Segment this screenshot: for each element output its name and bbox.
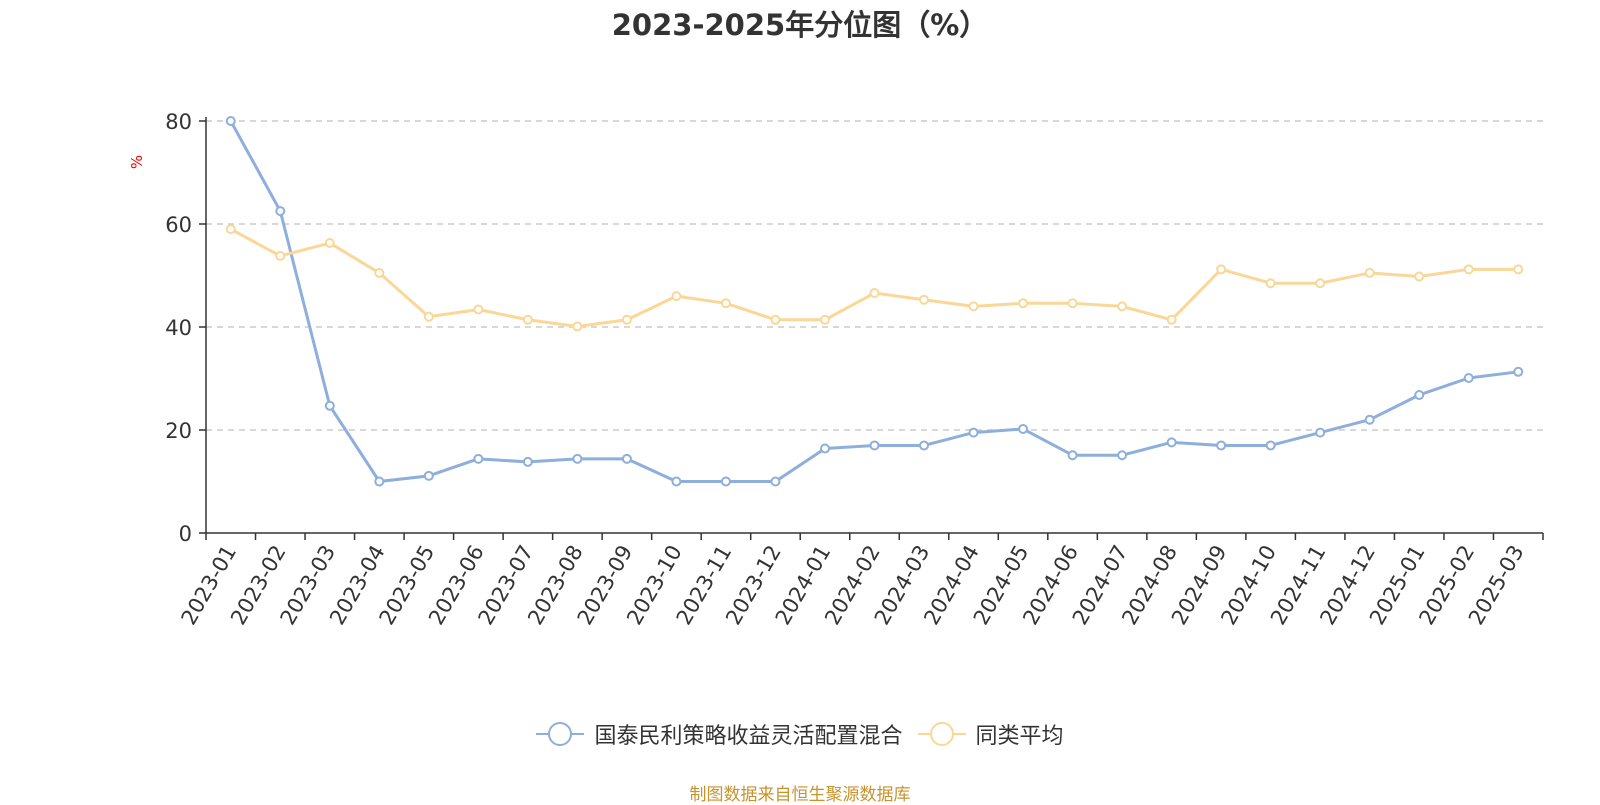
series-2-point-21[interactable] — [1265, 278, 1276, 289]
series-1-point-24[interactable] — [1414, 389, 1425, 400]
y-tick-label-1: 20 — [165, 419, 192, 443]
series-2-point-2[interactable] — [324, 238, 335, 249]
series-1-point-23[interactable] — [1364, 414, 1375, 425]
series-2-point-16[interactable] — [1018, 298, 1029, 309]
legend-label-series-1: 国泰民利策略收益灵活配置混合 — [594, 724, 903, 749]
series-1-point-26[interactable] — [1513, 366, 1524, 377]
series-2-point-17[interactable] — [1067, 298, 1078, 309]
series-1-point-18[interactable] — [1117, 450, 1128, 461]
legend: 国泰民利策略收益灵活配置混合 同类平均 — [0, 718, 1600, 750]
series-line-1 — [229, 120, 1519, 483]
series-2-point-14[interactable] — [919, 294, 930, 305]
series-1-point-8[interactable] — [621, 453, 632, 464]
series-2-point-4[interactable] — [423, 311, 434, 322]
legend-marker-series-2 — [917, 722, 966, 746]
series-2-point-12[interactable] — [819, 314, 830, 325]
series-1-point-11[interactable] — [770, 476, 781, 487]
series-1-point-17[interactable] — [1067, 450, 1078, 461]
y-axis-label: % — [128, 155, 146, 169]
legend-label-series-2: 同类平均 — [975, 724, 1064, 749]
series-2-point-10[interactable] — [720, 298, 731, 309]
series-2-point-26[interactable] — [1513, 264, 1524, 275]
series-2-point-13[interactable] — [869, 288, 880, 299]
series-1-point-14[interactable] — [919, 440, 930, 451]
series-2-point-11[interactable] — [770, 314, 781, 325]
series-2-point-20[interactable] — [1216, 264, 1227, 275]
series-1-point-10[interactable] — [720, 476, 731, 487]
series-2-point-9[interactable] — [671, 291, 682, 302]
y-tick-label-2: 40 — [165, 316, 192, 340]
series-1-point-20[interactable] — [1216, 440, 1227, 451]
y-tick-label-0: 0 — [179, 522, 192, 546]
series-2-point-6[interactable] — [522, 314, 533, 325]
legend-item-series-1[interactable]: 国泰民利策略收益灵活配置混合 — [536, 718, 903, 750]
series-2-point-23[interactable] — [1364, 267, 1375, 278]
legend-marker-series-1 — [536, 722, 585, 746]
series-2-point-7[interactable] — [572, 321, 583, 332]
series-1-point-2[interactable] — [324, 400, 335, 411]
series-1-point-1[interactable] — [275, 206, 286, 217]
series-1-point-19[interactable] — [1166, 437, 1177, 448]
series-1-point-16[interactable] — [1018, 423, 1029, 434]
series-1-point-4[interactable] — [423, 470, 434, 481]
series-1-point-13[interactable] — [869, 440, 880, 451]
series-1-point-6[interactable] — [522, 456, 533, 467]
series-2-point-0[interactable] — [225, 224, 236, 235]
chart-title: 2023-2025年分位图（%） — [611, 8, 989, 42]
axes: 0204060802023-012023-022023-032023-04202… — [165, 110, 1544, 629]
grid-lines — [206, 120, 1543, 431]
series-1-point-0[interactable] — [225, 116, 236, 126]
series-2-point-15[interactable] — [968, 301, 979, 312]
series-1-point-15[interactable] — [968, 427, 979, 438]
y-tick-label-4: 80 — [165, 110, 192, 134]
series-2-point-18[interactable] — [1117, 301, 1128, 312]
series-1-point-12[interactable] — [819, 443, 830, 454]
series-2-point-5[interactable] — [473, 304, 484, 315]
series-line-2 — [230, 227, 1519, 328]
series-2-point-1[interactable] — [275, 250, 286, 261]
series-2-point-8[interactable] — [621, 314, 632, 325]
series-1-point-22[interactable] — [1315, 427, 1326, 438]
series-2-point-3[interactable] — [374, 267, 385, 278]
series-1-point-9[interactable] — [671, 476, 682, 487]
series-2-point-22[interactable] — [1315, 278, 1326, 289]
source-note: 制图数据来自恒生聚源数据库 — [689, 785, 911, 805]
series-2-point-25[interactable] — [1463, 264, 1474, 275]
series-1-point-7[interactable] — [572, 453, 583, 464]
series-1-point-21[interactable] — [1265, 440, 1276, 451]
series-2-point-19[interactable] — [1166, 314, 1177, 325]
series-1-point-3[interactable] — [374, 476, 385, 487]
legend-item-series-2[interactable]: 同类平均 — [917, 718, 1064, 750]
series-1-point-5[interactable] — [473, 453, 484, 464]
y-tick-label-3: 60 — [165, 213, 192, 237]
series-1-point-25[interactable] — [1463, 372, 1474, 383]
series-2-point-24[interactable] — [1414, 271, 1425, 282]
series-lines — [225, 116, 1524, 487]
